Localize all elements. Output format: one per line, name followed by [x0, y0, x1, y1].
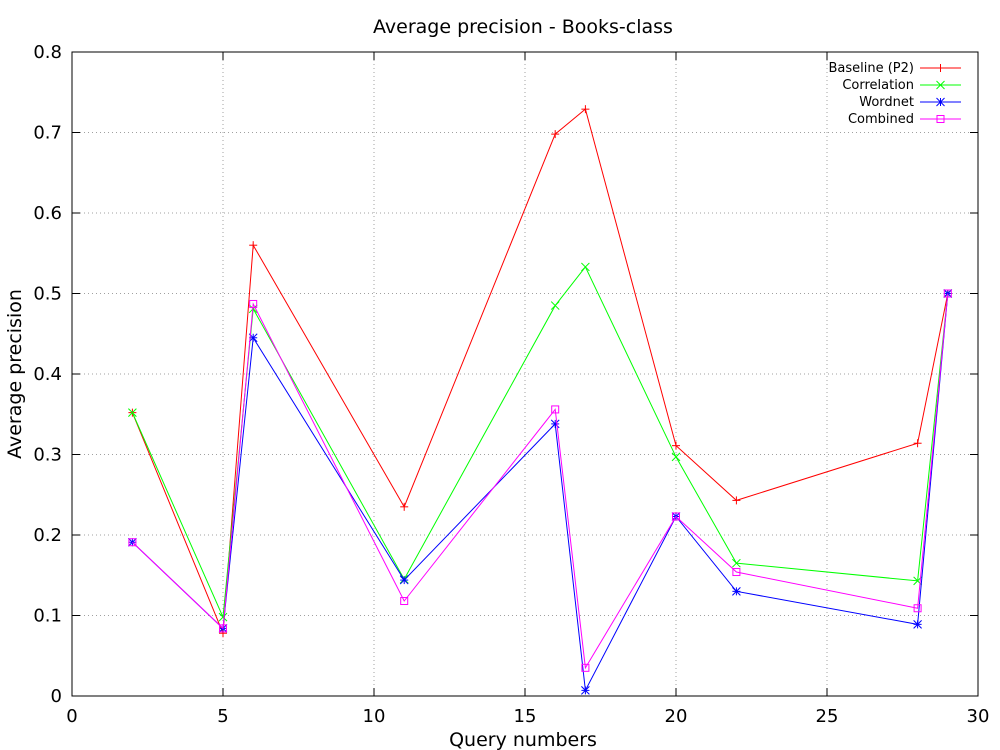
y-tick-label: 0.3 [33, 445, 62, 466]
series-line [131, 265, 949, 620]
legend-entry: Baseline (P2) [828, 61, 961, 76]
data-point-marker [913, 439, 922, 448]
x-tick-label: 0 [66, 706, 77, 727]
marker-stroke [732, 558, 741, 568]
data-point-marker [732, 558, 741, 568]
marker-square [219, 624, 227, 633]
marker-stroke [128, 408, 137, 417]
data-point-marker [399, 575, 409, 585]
marker-stroke [581, 262, 590, 272]
data-point-marker [249, 299, 258, 308]
y-tick-label: 0 [51, 686, 62, 707]
data-point-marker [550, 301, 560, 310]
chart-title: Average precision - Books-class [373, 16, 673, 38]
marker-square [732, 568, 741, 577]
x-tick-label: 30 [967, 706, 990, 727]
data-point-marker [943, 289, 952, 298]
marker-stroke [550, 301, 560, 310]
marker-stroke [671, 452, 681, 462]
data-point-marker [672, 512, 680, 521]
x-tick-label: 5 [217, 706, 228, 727]
marker-stroke [399, 575, 409, 585]
data-point-marker [913, 620, 922, 629]
y-tick-label: 0.4 [33, 364, 62, 385]
data-point-marker [936, 115, 945, 123]
x-tick-label: 20 [665, 706, 688, 727]
marker-square [249, 299, 258, 308]
marker-square [672, 512, 680, 521]
y-tick-label: 0.6 [33, 203, 62, 224]
data-point-marker [551, 405, 560, 414]
data-point-marker [671, 452, 681, 462]
series-combined [128, 289, 952, 672]
data-point-marker [249, 241, 258, 250]
marker-square [581, 663, 590, 672]
y-tick-label: 0.8 [33, 42, 62, 63]
y-tick-label: 0.1 [33, 606, 62, 627]
marker-square [943, 289, 952, 298]
data-point-marker [936, 64, 945, 72]
legend-entry: Combined [848, 112, 961, 127]
data-point-marker [581, 686, 590, 695]
data-point-marker [550, 419, 560, 429]
data-point-marker [551, 130, 560, 139]
marker-stroke [936, 80, 945, 90]
data-point-marker [218, 612, 228, 622]
marker-stroke [732, 586, 741, 596]
series-line [132, 293, 949, 670]
y-axis-label: Average precision [4, 289, 26, 459]
axis-ticks: 0 5 10 15 20 25 30 0 0.1 0.2 0.3 0.4 0.5 0.6 0.7 0.8 [33, 42, 989, 727]
marker-square [400, 597, 409, 606]
marker-square [128, 538, 137, 547]
legend-label: Baseline (P2) [828, 61, 914, 76]
data-point-marker [732, 586, 741, 596]
marker-stroke [913, 620, 922, 629]
data-point-marker [219, 624, 227, 633]
series-baseline-p2 [128, 105, 952, 638]
marker-stroke [218, 612, 228, 622]
data-point-marker [581, 105, 590, 114]
marker-stroke [936, 97, 945, 107]
legend-label: Correlation [842, 78, 914, 93]
data-point-marker [128, 408, 137, 417]
x-tick-label: 25 [816, 706, 839, 727]
marker-square [936, 115, 945, 123]
data-point-marker [936, 80, 945, 90]
series-line [132, 293, 949, 693]
y-tick-label: 0.7 [33, 123, 62, 144]
series-line [131, 108, 949, 634]
data-point-marker [732, 496, 741, 505]
marker-stroke [248, 333, 258, 343]
marker-square [551, 405, 560, 414]
grid [72, 52, 978, 696]
y-tick-label: 0.2 [33, 525, 62, 546]
legend-entry: Correlation [842, 78, 961, 93]
series-wordnet [128, 289, 953, 695]
data-point-marker [672, 441, 680, 450]
legend-label: Wordnet [859, 95, 914, 110]
series-group [128, 105, 953, 695]
data-point-marker [581, 663, 590, 672]
data-point-marker [913, 604, 922, 613]
data-point-marker [400, 597, 409, 606]
legend-label: Combined [848, 112, 914, 127]
data-point-marker [732, 568, 741, 577]
y-tick-label: 0.5 [33, 284, 62, 305]
data-point-marker [400, 502, 409, 511]
legend-entry: Wordnet [859, 95, 961, 110]
data-point-marker [936, 97, 945, 107]
x-tick-label: 10 [363, 706, 386, 727]
x-axis-label: Query numbers [449, 729, 597, 750]
x-tick-label: 15 [514, 706, 537, 727]
legend: Baseline (P2) Correlation Wordnet Combined [828, 61, 961, 127]
data-point-marker [128, 538, 137, 547]
data-point-marker [581, 262, 590, 272]
marker-square [913, 604, 922, 613]
marker-stroke [581, 686, 590, 695]
marker-stroke [550, 419, 560, 429]
